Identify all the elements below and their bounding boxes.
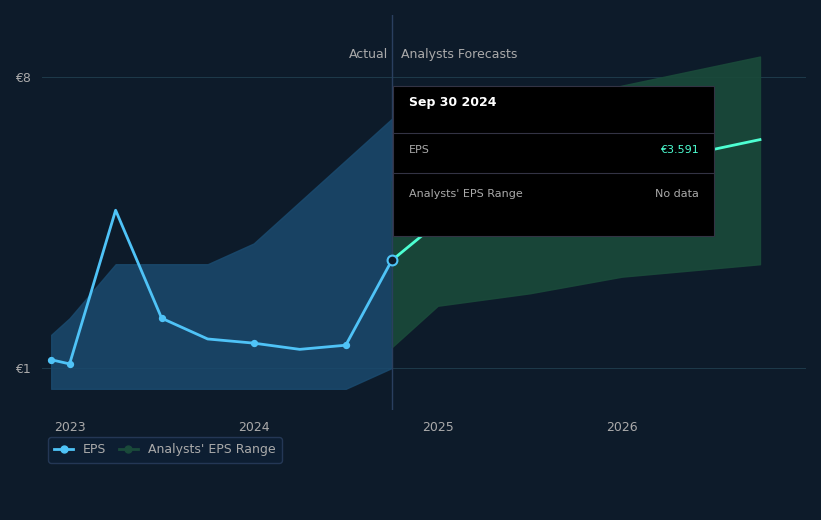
Point [44,356,57,364]
Point [431,218,444,227]
Point [385,256,398,265]
Text: Sep 30 2024: Sep 30 2024 [409,96,496,109]
Point [63,360,76,368]
Point [615,164,628,173]
Text: Analysts Forecasts: Analysts Forecasts [401,48,517,61]
Text: No data: No data [655,189,699,199]
Text: Analysts' EPS Range: Analysts' EPS Range [409,189,522,199]
Point [155,314,168,322]
Point [339,341,352,349]
Text: Actual: Actual [349,48,388,61]
Legend: EPS, Analysts' EPS Range: EPS, Analysts' EPS Range [48,437,282,462]
Text: €3.591: €3.591 [660,145,699,155]
FancyBboxPatch shape [393,86,714,236]
Point [247,339,260,347]
Text: EPS: EPS [409,145,429,155]
